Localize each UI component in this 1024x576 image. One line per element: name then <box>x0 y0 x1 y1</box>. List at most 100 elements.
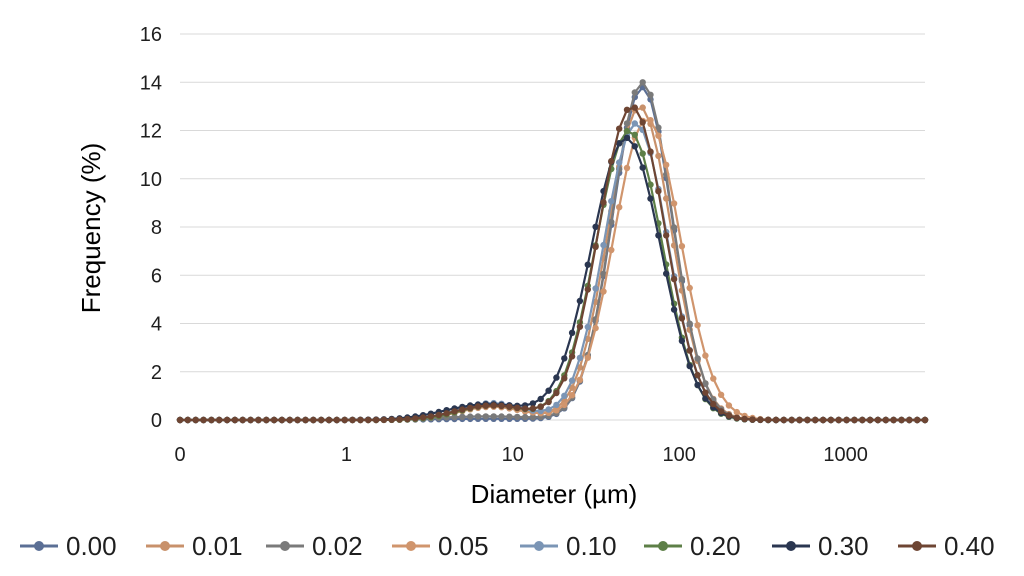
data-point <box>270 416 278 424</box>
series-line <box>180 80 925 422</box>
data-point <box>459 413 466 420</box>
data-point <box>647 148 654 155</box>
data-point <box>686 347 693 354</box>
data-point <box>616 159 623 166</box>
data-point <box>365 416 372 424</box>
series-line <box>180 136 925 422</box>
legend-item-0.05: 0.05 <box>392 531 489 561</box>
data-point <box>600 199 607 206</box>
data-point <box>819 416 827 424</box>
x-tick-label: 0 <box>174 444 185 466</box>
legend-item-0.40: 0.40 <box>898 531 995 561</box>
data-point <box>223 416 231 424</box>
legend-item-0.10: 0.10 <box>520 531 617 561</box>
data-point <box>796 416 803 424</box>
series-line <box>180 106 925 422</box>
data-point <box>396 416 403 423</box>
data-point <box>576 297 584 305</box>
data-point <box>592 243 599 250</box>
data-point <box>678 243 686 250</box>
data-point <box>592 285 599 292</box>
data-point <box>608 218 615 226</box>
series-0.00 <box>176 83 929 424</box>
series-line <box>180 106 925 422</box>
data-point <box>537 395 544 403</box>
y-tick-label: 16 <box>140 24 162 46</box>
data-point <box>670 275 678 283</box>
data-point <box>623 127 631 135</box>
series-group <box>176 79 929 424</box>
data-point <box>678 315 686 322</box>
data-point <box>694 355 701 362</box>
series-line <box>180 119 925 422</box>
data-point <box>843 416 850 424</box>
data-point <box>812 416 819 424</box>
data-point <box>686 284 693 292</box>
data-point <box>529 400 537 407</box>
data-point <box>404 415 411 423</box>
data-point <box>608 246 615 254</box>
data-point <box>388 416 395 423</box>
legend-marker <box>912 541 922 551</box>
data-point <box>278 416 286 424</box>
data-point <box>749 416 756 423</box>
data-point <box>655 232 662 239</box>
data-point <box>333 416 340 424</box>
data-point <box>663 270 670 277</box>
data-point <box>357 416 364 424</box>
data-point <box>208 416 215 424</box>
data-point <box>702 352 709 359</box>
data-point <box>592 324 599 332</box>
data-point <box>467 413 474 420</box>
data-point <box>451 413 458 421</box>
data-point <box>717 408 725 415</box>
data-point <box>474 403 482 410</box>
data-point <box>623 164 631 172</box>
data-point <box>647 91 654 99</box>
data-point <box>216 416 223 424</box>
data-point <box>616 125 623 132</box>
data-point <box>325 416 333 424</box>
data-point <box>498 413 505 420</box>
data-point <box>639 104 646 111</box>
data-point <box>757 416 764 423</box>
data-point <box>616 204 623 211</box>
data-point <box>545 387 552 394</box>
data-point <box>192 416 199 424</box>
data-point <box>474 413 482 420</box>
series-0.30 <box>176 134 929 424</box>
data-point <box>412 415 419 422</box>
y-tick-label: 12 <box>140 121 162 143</box>
data-point <box>710 375 717 382</box>
data-point <box>584 354 591 361</box>
data-point <box>490 413 497 420</box>
y-tick-label: 4 <box>151 314 162 336</box>
series-line <box>180 121 925 422</box>
data-point <box>670 306 678 313</box>
y-tick-label: 2 <box>151 362 162 384</box>
data-point <box>568 392 576 399</box>
data-point <box>608 198 615 205</box>
data-point <box>921 416 929 424</box>
legend-marker <box>280 541 290 551</box>
y-tick-label: 0 <box>151 410 162 432</box>
data-point <box>702 389 709 396</box>
data-point <box>561 355 568 362</box>
data-point <box>451 408 458 415</box>
data-point <box>176 416 184 424</box>
y-tick-label: 8 <box>151 217 162 239</box>
legend-label: 0.20 <box>690 531 741 561</box>
data-point <box>372 416 380 424</box>
data-point <box>592 223 599 230</box>
legend-item-0.30: 0.30 <box>772 531 869 561</box>
data-point <box>663 232 670 239</box>
data-point <box>835 416 842 424</box>
data-point <box>568 329 576 336</box>
data-point <box>741 415 748 423</box>
data-point <box>545 398 552 406</box>
data-point <box>576 376 584 383</box>
data-point <box>670 224 678 231</box>
data-point <box>263 416 270 424</box>
y-tick-label: 10 <box>140 169 162 191</box>
data-point <box>686 362 693 370</box>
